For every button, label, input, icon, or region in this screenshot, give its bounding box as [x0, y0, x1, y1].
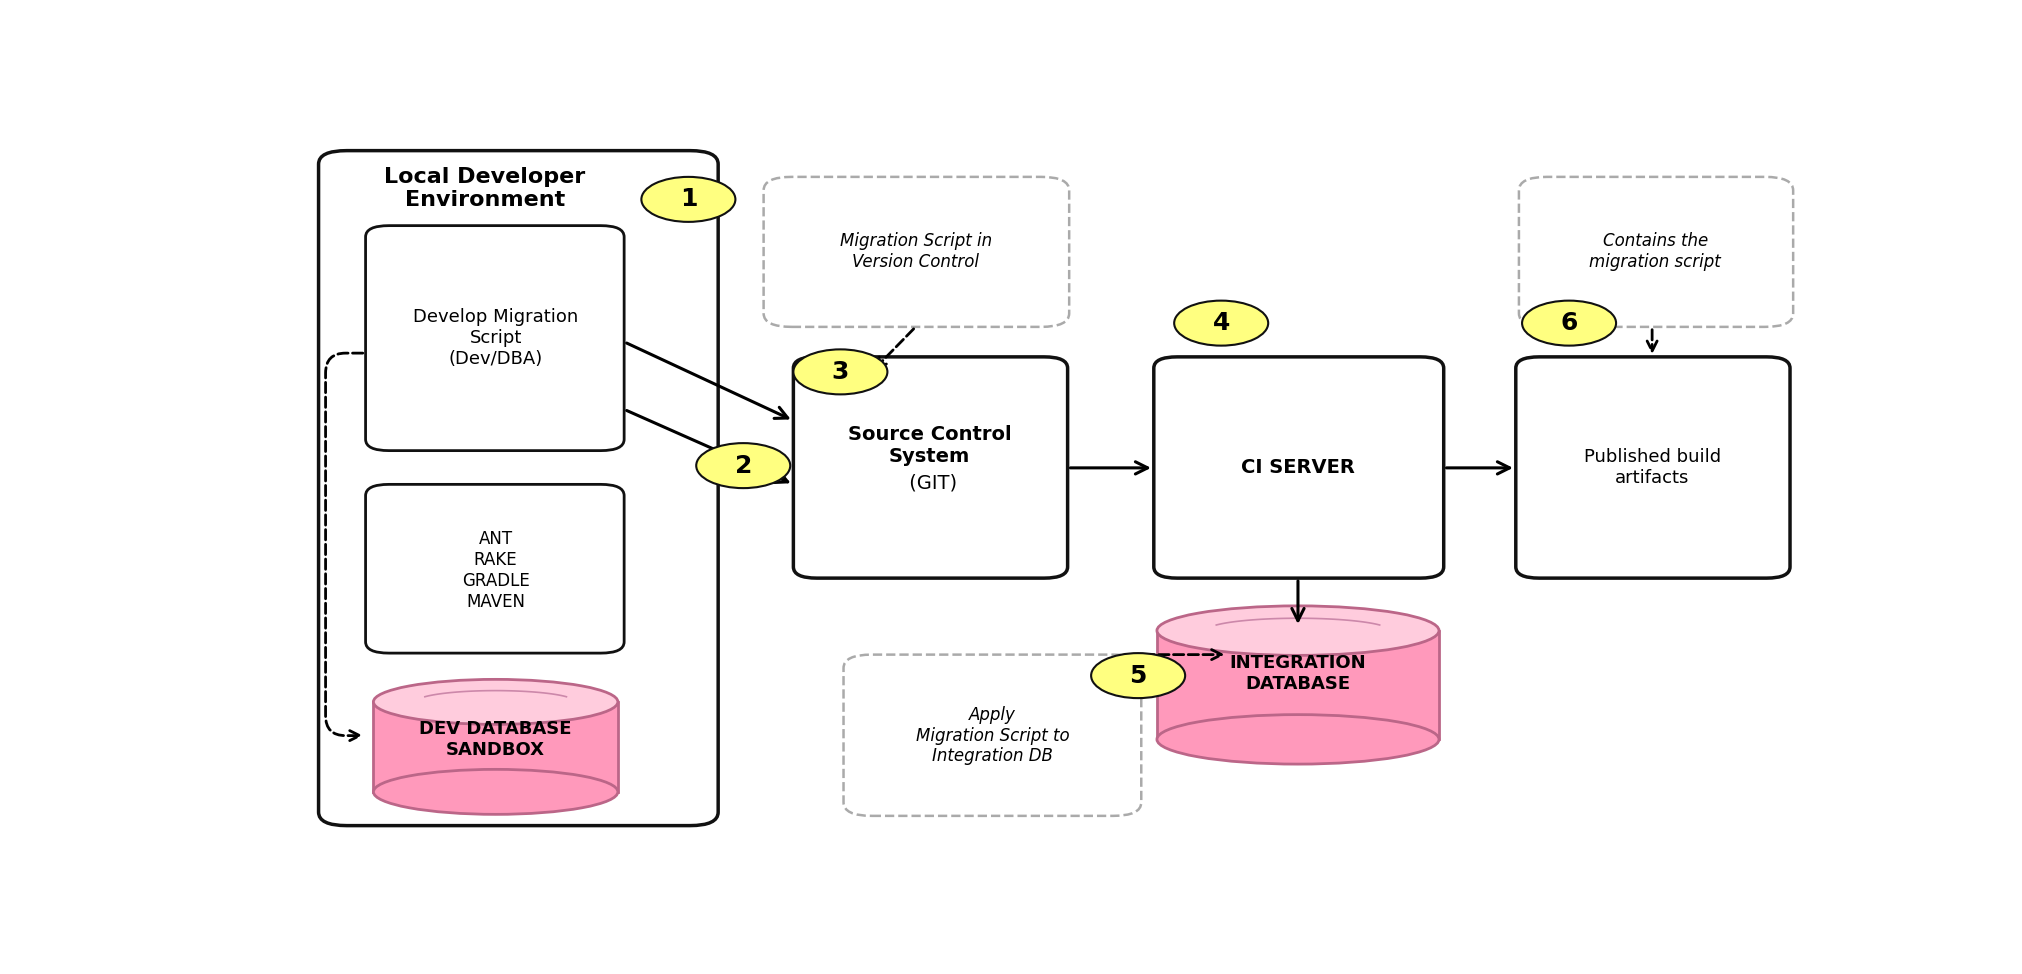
FancyBboxPatch shape: [366, 226, 625, 451]
FancyBboxPatch shape: [366, 484, 625, 654]
Circle shape: [793, 350, 888, 394]
Text: INTEGRATION
DATABASE: INTEGRATION DATABASE: [1229, 654, 1367, 693]
Text: 1: 1: [679, 187, 698, 211]
FancyBboxPatch shape: [764, 177, 1070, 327]
Text: 3: 3: [831, 359, 849, 384]
Circle shape: [1523, 301, 1616, 346]
Text: Contains the
migration script: Contains the migration script: [1589, 233, 1721, 272]
FancyBboxPatch shape: [1519, 177, 1794, 327]
Text: CI SERVER: CI SERVER: [1242, 459, 1355, 477]
Text: 6: 6: [1561, 311, 1577, 335]
Text: Apply
Migration Script to
Integration DB: Apply Migration Script to Integration DB: [916, 706, 1070, 766]
Polygon shape: [1157, 630, 1440, 739]
FancyArrowPatch shape: [876, 329, 914, 367]
Circle shape: [1092, 654, 1185, 698]
Text: ANT
RAKE
GRADLE
MAVEN: ANT RAKE GRADLE MAVEN: [461, 531, 530, 611]
Circle shape: [1175, 301, 1268, 346]
Ellipse shape: [1157, 606, 1440, 656]
FancyArrowPatch shape: [1144, 650, 1221, 659]
Polygon shape: [374, 702, 619, 792]
Text: Published build
artifacts: Published build artifacts: [1583, 448, 1721, 487]
Text: 5: 5: [1130, 663, 1146, 688]
Text: DEV DATABASE
SANDBOX: DEV DATABASE SANDBOX: [419, 720, 572, 759]
Ellipse shape: [1157, 715, 1440, 765]
FancyBboxPatch shape: [843, 655, 1140, 816]
FancyBboxPatch shape: [319, 151, 718, 826]
FancyBboxPatch shape: [1516, 356, 1789, 579]
FancyBboxPatch shape: [1155, 356, 1444, 579]
Text: Develop Migration
Script
(Dev/DBA): Develop Migration Script (Dev/DBA): [412, 309, 578, 368]
Text: Migration Script in
Version Control: Migration Script in Version Control: [839, 233, 991, 272]
FancyBboxPatch shape: [793, 356, 1068, 579]
Text: (GIT): (GIT): [902, 473, 956, 493]
Text: 4: 4: [1213, 311, 1229, 335]
FancyArrowPatch shape: [1648, 329, 1658, 351]
Text: Local Developer
Environment: Local Developer Environment: [384, 167, 584, 209]
Ellipse shape: [374, 769, 619, 814]
Ellipse shape: [374, 680, 619, 725]
Circle shape: [696, 443, 791, 488]
Circle shape: [641, 177, 736, 222]
Text: 2: 2: [734, 454, 752, 477]
Text: Source Control
System: Source Control System: [847, 425, 1011, 466]
